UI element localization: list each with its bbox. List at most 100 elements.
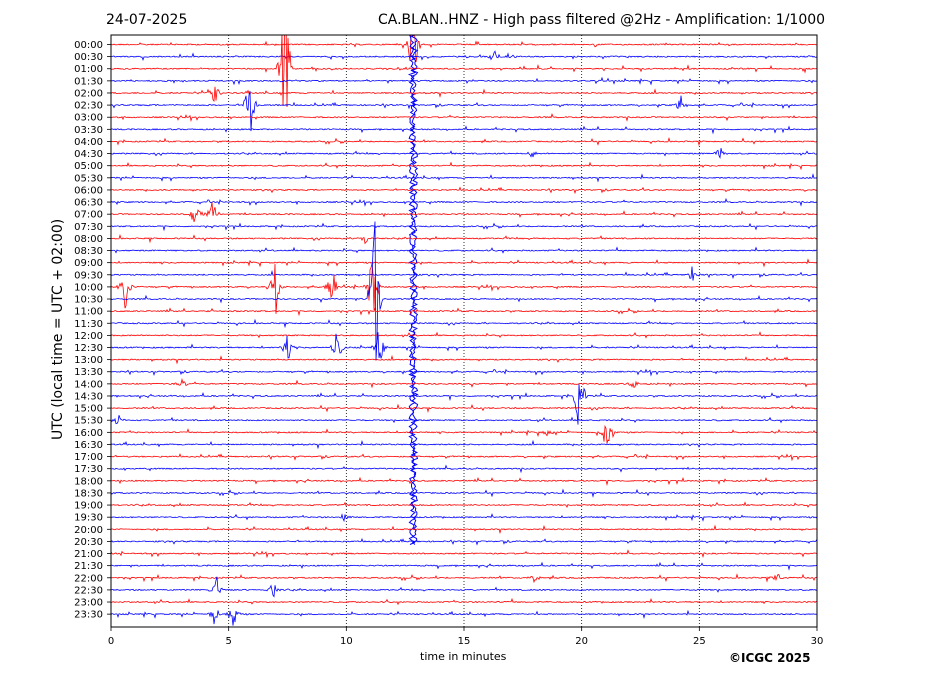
trace-row	[111, 263, 817, 314]
trace-row	[111, 112, 817, 123]
x-tick-label: 25	[693, 636, 706, 647]
trace-row	[111, 266, 817, 281]
y-tick-label: 17:00	[74, 452, 103, 463]
x-tick-label: 0	[108, 636, 114, 647]
traces-group	[111, 35, 817, 626]
y-tick-label: 23:00	[74, 598, 103, 609]
y-tick-label: 04:30	[74, 149, 103, 160]
y-tick-label: 06:00	[74, 185, 103, 196]
y-tick-label: 05:00	[74, 161, 103, 172]
y-tick-label: 13:30	[74, 367, 103, 378]
y-tick-label: 16:00	[74, 428, 103, 439]
y-tick-label: 19:30	[74, 513, 103, 524]
y-tick-label: 04:00	[74, 137, 103, 148]
trace-row	[111, 332, 817, 359]
y-tick-label: 03:30	[74, 125, 103, 136]
y-tick-label: 19:00	[74, 501, 103, 512]
trace-row	[111, 513, 817, 523]
y-tick-label: 17:30	[74, 464, 103, 475]
trace-row	[111, 464, 817, 474]
y-tick-label: 09:00	[74, 258, 103, 269]
y-tick-label: 06:30	[74, 198, 103, 209]
y-tick-label: 14:00	[74, 379, 103, 390]
trace-row	[111, 368, 817, 377]
trace-row	[111, 307, 817, 317]
trace-row	[111, 549, 817, 559]
y-tick-label: 02:00	[74, 88, 103, 99]
y-tick-label: 10:30	[74, 295, 103, 306]
y-tick-label: 15:00	[74, 404, 103, 415]
y-tick-label: 14:30	[74, 391, 103, 402]
trace-row	[111, 476, 817, 486]
trace-row	[111, 35, 817, 63]
y-tick-label: 15:30	[74, 416, 103, 427]
trace-row	[111, 136, 817, 147]
trace-row	[111, 318, 817, 329]
trace-row	[111, 576, 817, 598]
trace-row	[111, 246, 817, 254]
x-tick-label: 5	[225, 636, 231, 647]
y-tick-label: 00:00	[74, 40, 103, 51]
x-tick-label: 30	[811, 636, 824, 647]
y-tick-label: 12:00	[74, 331, 103, 342]
x-tick-label: 10	[340, 636, 353, 647]
y-tick-label: 03:00	[74, 113, 103, 124]
y-tick-label: 09:30	[74, 270, 103, 281]
trace-row	[111, 186, 817, 195]
y-tick-label: 18:30	[74, 488, 103, 499]
y-tick-label: 21:00	[74, 549, 103, 560]
y-tick-label: 00:30	[74, 52, 103, 63]
y-tick-label: 22:30	[74, 585, 103, 596]
y-tick-label: 16:30	[74, 440, 103, 451]
y-tick-label: 07:30	[74, 222, 103, 233]
event-spike	[410, 35, 419, 545]
y-tick-label: 22:00	[74, 573, 103, 584]
trace-row	[111, 439, 817, 450]
x-axis-label: time in minutes	[420, 650, 507, 663]
y-tick-label: 01:30	[74, 76, 103, 87]
trace-row	[111, 609, 817, 626]
trace-row	[111, 384, 817, 425]
trace-row	[111, 331, 817, 339]
trace-row	[111, 573, 817, 584]
y-tick-label: 20:00	[74, 525, 103, 536]
y-tick-label: 05:30	[74, 173, 103, 184]
y-tick-label: 20:30	[74, 537, 103, 548]
copyright-label: ©ICGC 2025	[729, 651, 811, 665]
x-tick-label: 15	[458, 636, 471, 647]
chart-title: CA.BLAN..HNZ - High pass filtered @2Hz -…	[378, 12, 826, 28]
trace-row	[111, 538, 817, 546]
y-tick-label: 12:30	[74, 343, 103, 354]
trace-row	[111, 35, 817, 107]
y-tick-label: 11:30	[74, 319, 103, 330]
trace-row	[111, 424, 817, 444]
trace-row	[111, 415, 817, 425]
trace-row	[111, 161, 817, 171]
y-tick-label: 11:00	[74, 307, 103, 318]
trace-row	[111, 233, 817, 245]
trace-row	[111, 524, 817, 535]
y-tick-label: 21:30	[74, 561, 103, 572]
trace-row	[111, 354, 817, 365]
trace-row	[111, 202, 817, 223]
trace-row	[111, 561, 817, 571]
date-label: 24-07-2025	[106, 12, 188, 28]
event-spike	[407, 35, 417, 545]
trace-row	[111, 86, 817, 103]
plot-frame	[110, 34, 818, 628]
y-tick-label: 07:00	[74, 210, 103, 221]
trace-row	[111, 222, 817, 232]
y-tick-label: 02:30	[74, 101, 103, 112]
trace-row	[111, 258, 817, 268]
trace-row	[111, 488, 817, 498]
x-tick-label: 20	[575, 636, 588, 647]
trace-row	[111, 221, 817, 361]
trace-row	[111, 403, 817, 414]
trace-row	[111, 597, 817, 606]
trace-row	[111, 501, 817, 508]
y-tick-label: 13:00	[74, 355, 103, 366]
y-tick-label: 10:00	[74, 282, 103, 293]
trace-row	[111, 76, 817, 86]
trace-row	[111, 173, 817, 183]
